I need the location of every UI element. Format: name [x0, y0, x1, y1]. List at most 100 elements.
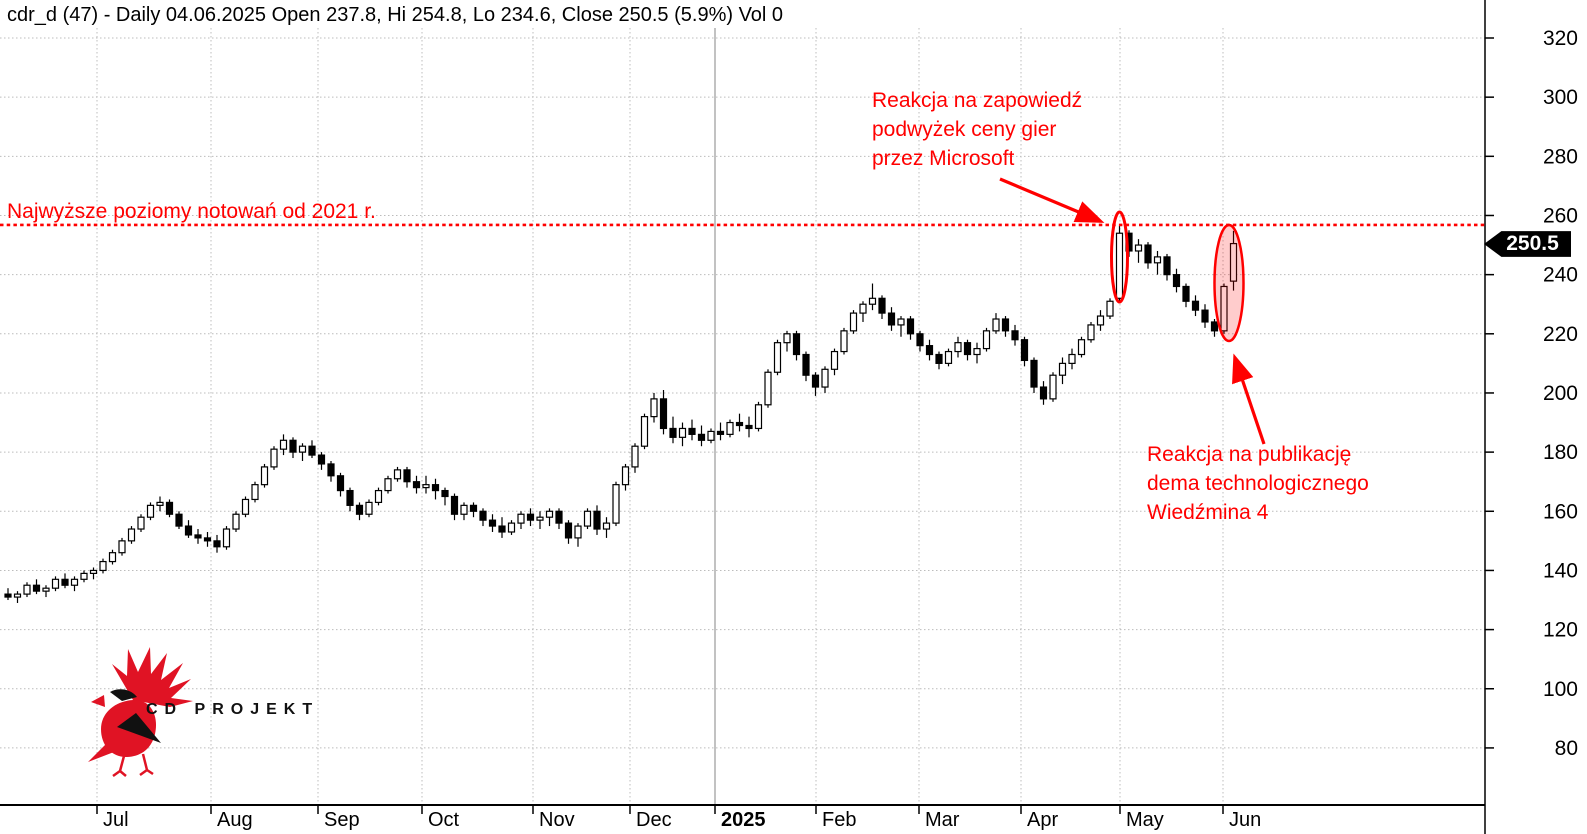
x-axis-label: Nov	[539, 809, 575, 831]
candle-body	[289, 439, 297, 453]
candle-body	[802, 353, 810, 376]
x-axis-label: Dec	[636, 809, 672, 831]
candle-body	[127, 528, 136, 542]
candle-body	[783, 333, 791, 344]
candle-body	[403, 469, 411, 483]
y-axis-label: 180	[1543, 441, 1578, 464]
candle-body	[118, 540, 126, 554]
candle-body	[764, 371, 772, 406]
y-axis-label: 260	[1543, 204, 1578, 227]
candle-body	[640, 416, 649, 447]
candle-body	[1096, 315, 1105, 326]
candle-body	[593, 510, 601, 530]
candle-body	[716, 430, 725, 435]
last-price-tag: 250.5	[1484, 231, 1571, 257]
candle-body	[469, 504, 478, 512]
candle-body	[697, 433, 706, 441]
candle-body	[184, 525, 193, 536]
x-axis-label: Aug	[217, 809, 253, 831]
candle-body	[1068, 353, 1076, 364]
candle-body	[811, 374, 820, 388]
candle-body	[488, 519, 497, 527]
candle-body	[346, 489, 354, 506]
candle-body	[222, 528, 231, 548]
candle-body	[1001, 318, 1010, 332]
x-axis-label: Apr	[1027, 809, 1058, 831]
candle-body	[944, 350, 953, 364]
candle-body	[213, 540, 221, 548]
candle-body	[555, 510, 563, 524]
record-level-label: Najwyższe poziomy notowań od 2021 r.	[7, 200, 376, 223]
candle-body	[498, 525, 506, 533]
candle-body	[194, 534, 202, 539]
x-axis-label: Jun	[1229, 809, 1261, 831]
candle-body	[32, 584, 41, 592]
candle-body	[545, 510, 554, 518]
candle-body	[935, 353, 943, 364]
candle-body	[365, 501, 373, 515]
candle-body	[954, 342, 962, 353]
y-axis-label: 240	[1543, 264, 1578, 287]
candle-body	[165, 501, 174, 515]
candle-body	[735, 421, 744, 427]
candle-body	[650, 398, 658, 418]
x-axis-label: Mar	[925, 809, 960, 831]
candle-body	[669, 427, 677, 438]
candle-body	[308, 445, 316, 456]
candle-body	[270, 448, 278, 468]
candle-body	[773, 342, 782, 373]
candle-body	[830, 350, 839, 370]
candle-body	[583, 510, 592, 527]
y-axis-label: 100	[1543, 678, 1578, 701]
candle-body	[251, 484, 259, 501]
candle-body	[13, 593, 22, 598]
annotation-microsoft-line1: Reakcja na zapowiedź	[872, 89, 1083, 112]
candle-body	[460, 504, 468, 515]
candle-body	[574, 525, 582, 539]
candle-body	[137, 516, 145, 530]
candle-body	[631, 445, 639, 468]
candle-body	[232, 513, 240, 530]
candle-body	[108, 552, 117, 563]
candle-body	[260, 466, 269, 486]
candle-body	[175, 513, 183, 527]
candle-body	[422, 484, 430, 489]
candle-body	[99, 560, 107, 572]
annotation-microsoft-line3: przez Microsoft	[872, 147, 1015, 170]
candle-body	[42, 587, 50, 592]
y-axis-label: 320	[1543, 27, 1578, 50]
candle-body	[1191, 300, 1200, 311]
candle-body	[431, 484, 440, 492]
annotation-witcher-line3: Wiedźmina 4	[1147, 501, 1269, 524]
candle-body	[849, 312, 858, 332]
candle-body	[887, 312, 896, 326]
candle-body	[279, 439, 288, 450]
candle-body	[792, 333, 801, 356]
candle-body	[479, 510, 487, 521]
candle-body	[868, 297, 877, 305]
candle-body	[374, 489, 383, 504]
microsoft-annotation-arrow	[999, 177, 1105, 223]
candle-body	[412, 481, 421, 489]
candle-body	[878, 297, 886, 314]
candle-body	[355, 504, 364, 515]
candle-body	[1201, 309, 1209, 323]
candle-body	[840, 330, 848, 353]
candle-body	[1049, 374, 1057, 400]
candle-body	[1172, 274, 1181, 288]
candle-body	[80, 572, 88, 580]
candle-body	[1030, 359, 1038, 388]
candle-body	[897, 318, 905, 326]
y-axis-label: 80	[1555, 737, 1578, 760]
annotation-microsoft: Reakcja na zapowiedź podwyżek ceny gier …	[872, 86, 1082, 173]
x-axis-label: Jul	[103, 809, 129, 831]
candle-body	[393, 469, 402, 480]
candle-body	[384, 478, 392, 492]
y-axis-label: 120	[1543, 619, 1578, 642]
candle-body	[146, 504, 155, 518]
annotation-microsoft-line2: podwyżek ceny gier	[872, 118, 1057, 141]
candle-body	[688, 427, 696, 435]
candle-body	[336, 475, 345, 492]
